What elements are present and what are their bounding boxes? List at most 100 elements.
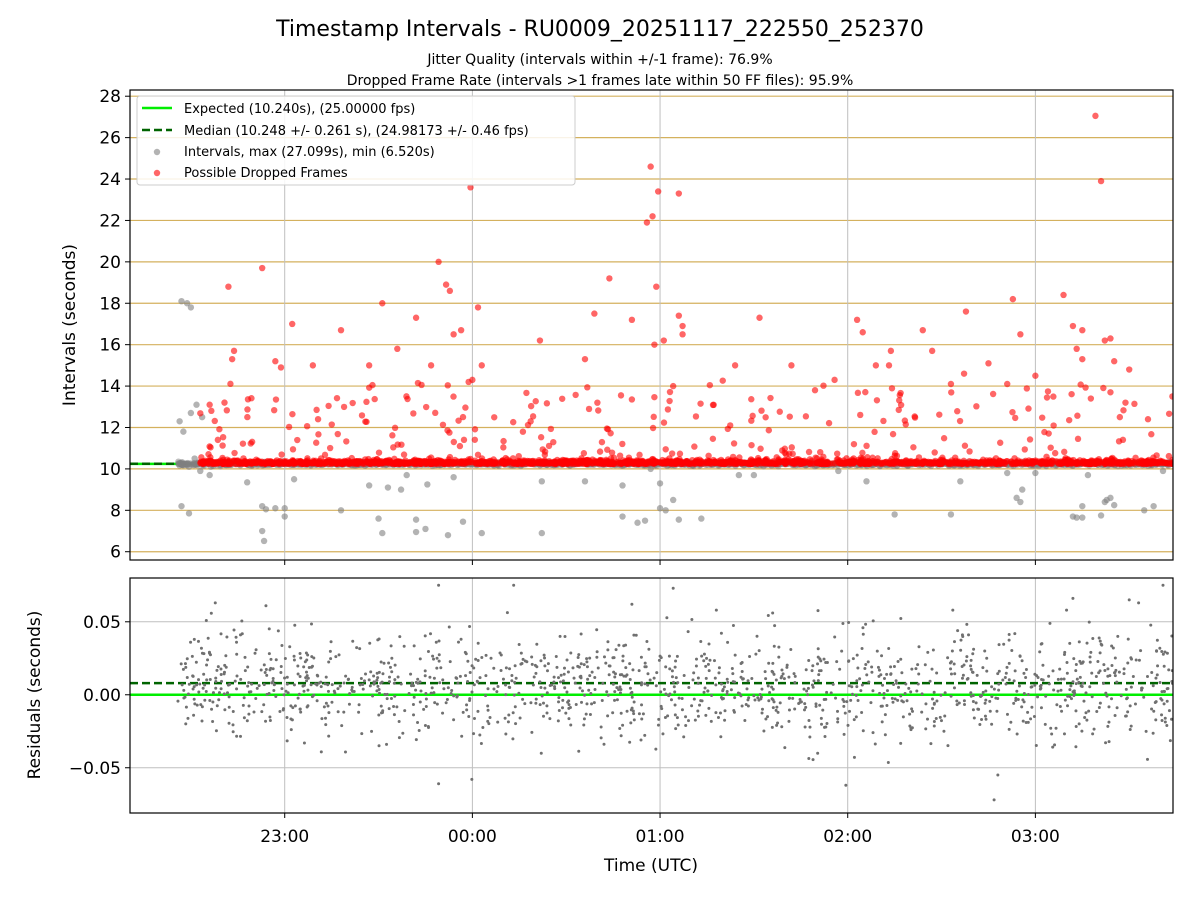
dropped-frame-point xyxy=(713,459,720,467)
interval-point xyxy=(281,513,288,520)
residual-point xyxy=(923,663,927,667)
residual-point xyxy=(825,690,829,694)
interval-point xyxy=(185,510,193,517)
dropped-frame-point xyxy=(552,460,559,467)
dropped-frame-point xyxy=(327,458,334,466)
interval-point xyxy=(675,516,683,523)
residual-point xyxy=(657,658,661,662)
dropped-frame-point xyxy=(328,421,335,428)
residual-point xyxy=(442,687,446,691)
dropped-frame-point xyxy=(800,458,808,466)
residual-point xyxy=(880,654,884,658)
residual-point xyxy=(880,720,884,724)
residual-point xyxy=(476,709,480,713)
residual-point xyxy=(545,691,549,695)
residual-point xyxy=(895,681,899,685)
dropped-frame-point xyxy=(889,430,897,438)
dropped-frame-point xyxy=(225,283,232,290)
dropped-frame-point xyxy=(198,454,205,461)
dropped-frame-point xyxy=(831,376,838,384)
residual-point xyxy=(1010,648,1014,652)
dropped-frame-point xyxy=(558,395,566,402)
dropped-frame-point xyxy=(709,435,717,442)
interval-point xyxy=(641,517,649,524)
residual-point xyxy=(997,682,1001,686)
residual-point xyxy=(208,678,212,682)
residual-point xyxy=(699,699,703,703)
residual-point xyxy=(338,684,342,688)
residual-point xyxy=(1170,634,1173,638)
interval-point xyxy=(735,471,743,479)
dropped-frame-point xyxy=(864,454,871,461)
residual-point xyxy=(435,702,439,706)
dropped-frame-point xyxy=(919,326,926,334)
residual-point xyxy=(199,703,203,707)
residual-point xyxy=(808,725,812,729)
residual-point xyxy=(669,698,673,702)
residual-point xyxy=(606,693,610,697)
dropped-frame-point xyxy=(1158,458,1165,465)
interval-point xyxy=(450,473,457,481)
dropped-frame-point xyxy=(1012,414,1019,422)
dropped-frame-point xyxy=(371,395,378,403)
interval-point xyxy=(384,484,392,491)
dropped-frame-point xyxy=(402,457,409,464)
residual-point xyxy=(746,704,750,708)
residual-point xyxy=(917,645,921,649)
dropped-frame-point xyxy=(957,459,965,467)
residual-point xyxy=(192,637,196,641)
residual-point xyxy=(246,684,250,688)
residual-point xyxy=(418,680,422,684)
residual-point xyxy=(433,701,437,705)
residual-point xyxy=(1004,682,1008,686)
dropped-frame-point xyxy=(435,258,442,266)
residual-point xyxy=(997,643,1001,647)
dropped-frame-point xyxy=(494,459,502,466)
residual-point xyxy=(385,697,389,701)
dropped-frame-point xyxy=(675,190,683,197)
residual-point xyxy=(1084,691,1088,695)
top-plot-frame xyxy=(129,89,1174,561)
residual-point xyxy=(1122,667,1126,671)
dropped-frame-point xyxy=(781,456,788,464)
residual-point xyxy=(673,665,677,669)
residual-point xyxy=(577,653,581,657)
dropped-frame-point xyxy=(219,442,226,449)
residual-point xyxy=(305,670,309,674)
residual-point xyxy=(759,695,763,699)
dropped-frame-point xyxy=(966,448,973,455)
residual-point xyxy=(521,697,525,701)
dropped-frame-point xyxy=(1074,435,1082,443)
residual-point xyxy=(965,677,969,681)
dropped-frame-point xyxy=(997,459,1005,466)
residual-point xyxy=(810,669,814,673)
interval-point xyxy=(178,502,185,510)
residual-point xyxy=(556,719,560,723)
residual-point xyxy=(532,675,536,679)
residual-point xyxy=(787,719,791,723)
residual-point xyxy=(910,707,914,711)
residual-point xyxy=(629,691,633,695)
residual-point xyxy=(960,676,964,680)
residual-point xyxy=(247,712,251,716)
residual-point xyxy=(673,703,677,707)
residual-point xyxy=(561,706,565,710)
residual-point xyxy=(279,664,283,668)
residual-point xyxy=(773,624,777,628)
dropped-frame-point xyxy=(422,403,430,411)
residual-point xyxy=(866,660,870,664)
dropped-frame-point xyxy=(857,454,865,462)
residual-point xyxy=(217,698,221,702)
residual-point xyxy=(1041,663,1045,667)
dropped-frame-point xyxy=(289,446,297,453)
residual-point xyxy=(887,646,891,650)
interval-point xyxy=(1017,498,1024,506)
dropped-frame-point xyxy=(457,326,465,334)
interval-point xyxy=(337,507,345,514)
residual-point xyxy=(205,678,209,682)
residual-point xyxy=(967,633,971,637)
dropped-frame-point xyxy=(850,455,857,462)
residual-point xyxy=(684,715,688,719)
dropped-frame-point xyxy=(691,443,698,450)
residual-point xyxy=(840,649,844,653)
